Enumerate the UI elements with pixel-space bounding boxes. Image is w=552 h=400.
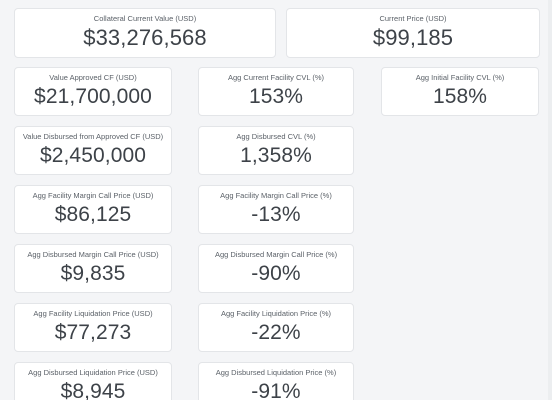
card-value: 153% [248, 85, 304, 108]
card-label: Agg Facility Margin Call Price (%) [220, 191, 332, 200]
card-label: Agg Disbursed Margin Call Price (USD) [27, 250, 159, 259]
card-label: Agg Initial Facility CVL (%) [415, 73, 505, 82]
card-label: Agg Disbursed CVL (%) [236, 132, 316, 141]
agg-disbursed-liquidation-pct-card: Agg Disbursed Liquidation Price (%) -91% [198, 362, 354, 400]
card-value: $2,450,000 [39, 144, 147, 167]
agg-facility-liquidation-usd-card: Agg Facility Liquidation Price (USD) $77… [14, 303, 172, 352]
agg-disbursed-cvl-card: Agg Disbursed CVL (%) 1,358% [198, 126, 354, 175]
agg-disbursed-margin-call-pct-card: Agg Disbursed Margin Call Price (%) -90% [198, 244, 354, 293]
card-label: Agg Facility Margin Call Price (USD) [32, 191, 154, 200]
agg-initial-facility-cvl-card: Agg Initial Facility CVL (%) 158% [381, 67, 539, 116]
card-value: $8,945 [60, 380, 126, 400]
card-value: -91% [251, 380, 301, 400]
card-value: 158% [432, 85, 488, 108]
agg-facility-liquidation-pct-card: Agg Facility Liquidation Price (%) -22% [198, 303, 354, 352]
card-value: $21,700,000 [34, 85, 152, 108]
card-label: Agg Facility Liquidation Price (USD) [33, 309, 153, 318]
card-value: $86,125 [54, 203, 132, 226]
agg-facility-margin-call-usd-card: Agg Facility Margin Call Price (USD) $86… [14, 185, 172, 234]
card-value: -22% [251, 321, 301, 344]
card-label: Value Disbursed from Approved CF (USD) [22, 132, 164, 141]
agg-current-facility-cvl-card: Agg Current Facility CVL (%) 153% [198, 67, 354, 116]
card-value: $9,835 [60, 262, 126, 285]
value-approved-cf-card: Value Approved CF (USD) $21,700,000 [14, 67, 172, 116]
card-label: Agg Facility Liquidation Price (%) [220, 309, 332, 318]
agg-disbursed-liquidation-usd-card: Agg Disbursed Liquidation Price (USD) $8… [14, 362, 172, 400]
card-value: 1,358% [240, 144, 312, 167]
card-label: Collateral Current Value (USD) [93, 14, 197, 23]
card-value: -90% [251, 262, 301, 285]
card-label: Value Approved CF (USD) [49, 73, 137, 82]
card-label: Current Price (USD) [379, 14, 447, 23]
card-label: Agg Disbursed Liquidation Price (%) [215, 368, 337, 377]
agg-facility-margin-call-pct-card: Agg Facility Margin Call Price (%) -13% [198, 185, 354, 234]
value-disbursed-card: Value Disbursed from Approved CF (USD) $… [14, 126, 172, 175]
card-value: $99,185 [372, 25, 454, 50]
card-label: Agg Disbursed Liquidation Price (USD) [28, 368, 158, 377]
card-value: $33,276,568 [83, 25, 207, 50]
card-label: Agg Disbursed Margin Call Price (%) [214, 250, 338, 259]
agg-disbursed-margin-call-usd-card: Agg Disbursed Margin Call Price (USD) $9… [14, 244, 172, 293]
card-value: -13% [251, 203, 301, 226]
card-label: Agg Current Facility CVL (%) [228, 73, 324, 82]
collateral-current-value-card: Collateral Current Value (USD) $33,276,5… [14, 8, 276, 58]
scrollbar-track[interactable] [548, 0, 552, 400]
card-value: $77,273 [54, 321, 132, 344]
current-price-card: Current Price (USD) $99,185 [286, 8, 540, 58]
